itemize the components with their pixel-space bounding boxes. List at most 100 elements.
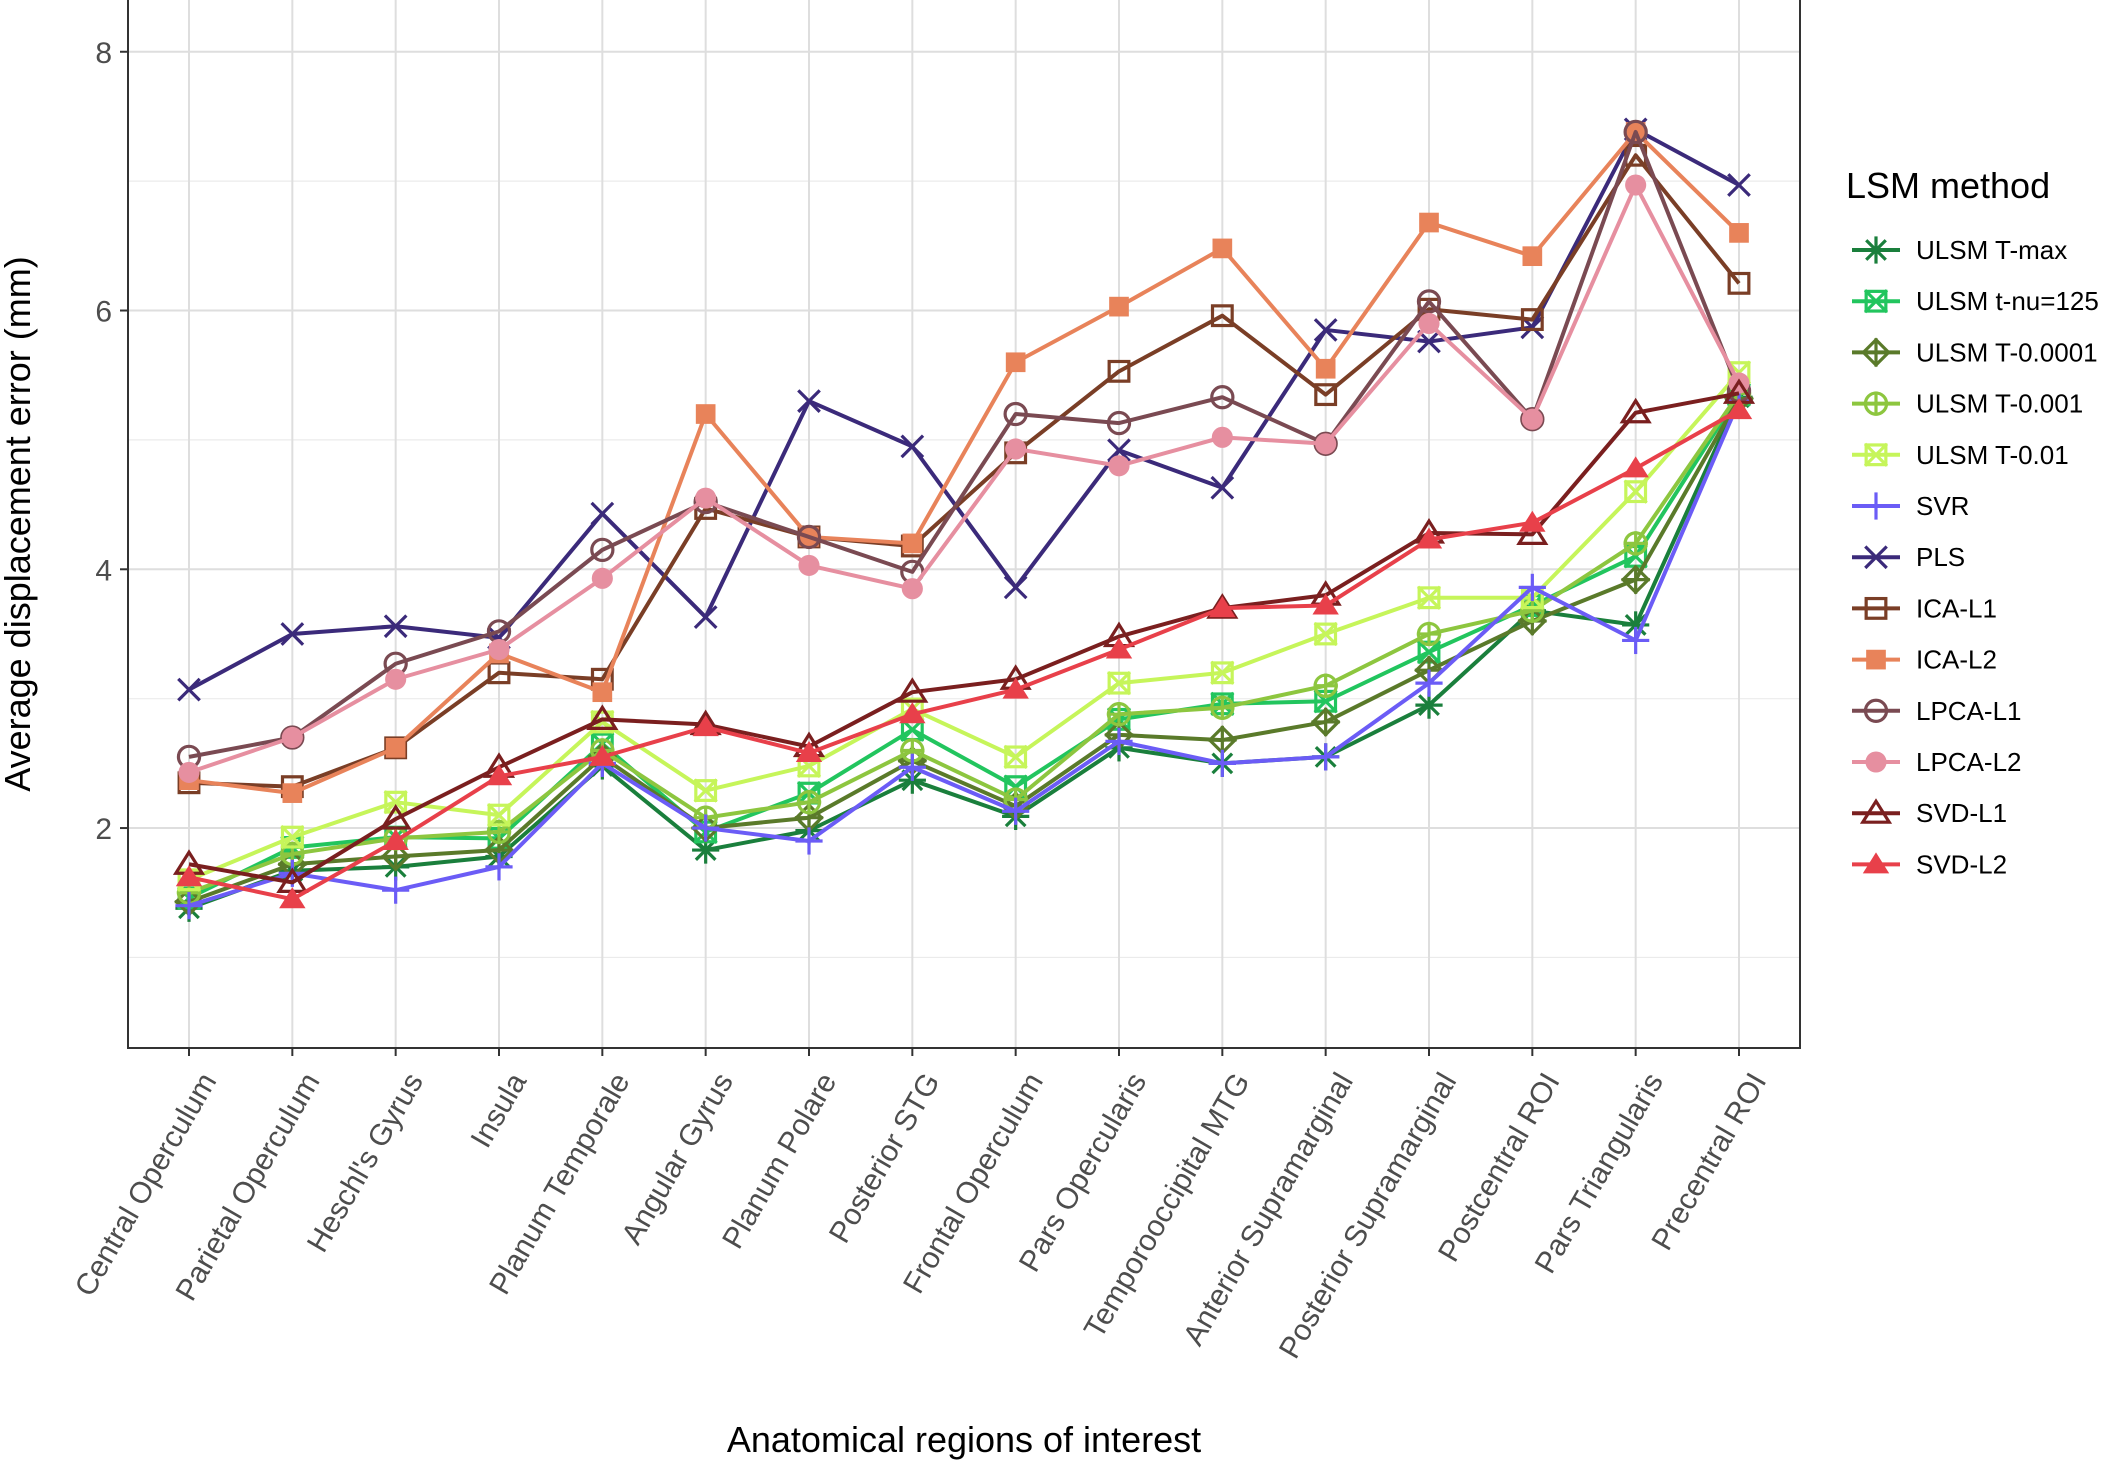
legend-item: ICA-L1	[1852, 593, 1997, 623]
data-point	[1106, 702, 1132, 727]
data-point	[1209, 596, 1236, 618]
data-point	[1002, 677, 1029, 699]
legend-label: ICA-L1	[1916, 593, 1997, 623]
data-point	[592, 682, 613, 703]
data-point	[1210, 304, 1234, 328]
data-point	[795, 827, 823, 855]
data-point	[1312, 743, 1340, 771]
data-point	[280, 825, 305, 850]
legend-item: PLS	[1852, 542, 1965, 572]
data-point	[488, 638, 510, 661]
legend-key-marker	[1863, 442, 1889, 467]
data-point	[1315, 358, 1336, 379]
legend-label: ULSM T-max	[1916, 235, 2067, 265]
data-point	[692, 814, 720, 842]
legend-label: ICA-L2	[1916, 645, 1997, 675]
data-point	[1516, 519, 1549, 545]
data-point	[1518, 573, 1546, 601]
data-point	[1415, 691, 1443, 719]
data-point	[1727, 173, 1751, 197]
data-point	[1107, 438, 1131, 463]
legend-label: LPCA-L2	[1916, 747, 2022, 777]
series-layer	[172, 117, 1756, 922]
data-point	[1005, 438, 1027, 460]
data-point	[279, 887, 306, 909]
data-point	[382, 828, 409, 850]
data-point	[1625, 174, 1647, 196]
legend-label: SVD-L1	[1916, 798, 2007, 828]
data-point	[795, 741, 823, 763]
legend-title: LSM method	[1846, 165, 2050, 206]
legend-key-marker	[1863, 289, 1889, 314]
data-point	[1107, 359, 1131, 383]
data-point	[485, 764, 513, 786]
legend-label: ULSM t-nu=125	[1916, 286, 2099, 316]
data-point	[586, 704, 619, 730]
data-point	[383, 614, 408, 639]
data-point	[1520, 308, 1544, 332]
data-point	[1619, 397, 1652, 424]
data-point	[1106, 410, 1132, 436]
data-point	[796, 790, 822, 815]
data-point	[1003, 575, 1028, 600]
data-point	[1313, 318, 1338, 342]
data-point	[591, 567, 613, 589]
data-point	[692, 715, 719, 737]
legend-item: ULSM T-0.001	[1852, 389, 2083, 419]
legend-key-marker	[1866, 649, 1886, 670]
data-point	[693, 778, 718, 803]
data-point	[1622, 626, 1650, 655]
data-point	[590, 501, 615, 526]
legend-key-marker	[1864, 545, 1888, 570]
data-point	[379, 803, 412, 830]
legend-label: ULSM T-0.01	[1916, 440, 2069, 470]
data-point	[1106, 671, 1132, 696]
panel-border	[127, 0, 1801, 1049]
legend-key-marker	[1863, 391, 1889, 416]
data-point	[900, 434, 925, 459]
data-point	[175, 865, 203, 887]
legend-label: ULSM T-0.001	[1916, 389, 2083, 419]
series-line	[188, 397, 1741, 904]
y-tick-label: 6	[95, 296, 112, 329]
data-point	[1208, 749, 1236, 777]
data-point	[382, 876, 410, 904]
data-point	[1521, 408, 1543, 430]
data-point	[1417, 329, 1441, 354]
data-point	[1519, 510, 1546, 532]
legend-key-marker	[1865, 751, 1887, 773]
legend-key-marker	[1859, 798, 1893, 824]
legend-item: ULSM T-0.0001	[1852, 337, 2098, 367]
data-point	[695, 487, 717, 509]
data-point	[589, 744, 616, 766]
legend-item: LPCA-L1	[1852, 696, 2022, 726]
legend-label: ULSM T-0.0001	[1916, 337, 2098, 367]
data-point	[383, 790, 408, 815]
data-point	[902, 533, 923, 554]
data-point	[385, 737, 406, 758]
data-point	[1210, 660, 1235, 685]
data-point	[1419, 212, 1439, 233]
series-svd-l2	[175, 398, 1753, 909]
legend-item: ULSM t-nu=125	[1852, 286, 2099, 316]
data-point	[282, 783, 303, 803]
data-point	[486, 803, 512, 828]
series-line	[188, 183, 1741, 775]
data-point	[1415, 527, 1443, 549]
data-point	[1416, 585, 1442, 610]
data-point	[1210, 475, 1235, 500]
data-point	[1416, 621, 1442, 647]
data-point	[1418, 312, 1440, 335]
legend-item: LPCA-L2	[1852, 747, 2022, 777]
legend-key-marker	[1864, 596, 1888, 620]
data-point	[797, 389, 821, 413]
data-point	[1623, 119, 1648, 145]
data-point	[178, 761, 200, 783]
data-point	[695, 404, 716, 424]
legend-key-marker	[1862, 852, 1890, 874]
legend-key-marker	[1862, 492, 1890, 520]
data-point	[796, 524, 822, 550]
series-line	[188, 391, 1740, 885]
data-point	[1314, 383, 1338, 407]
data-point	[1002, 797, 1030, 825]
